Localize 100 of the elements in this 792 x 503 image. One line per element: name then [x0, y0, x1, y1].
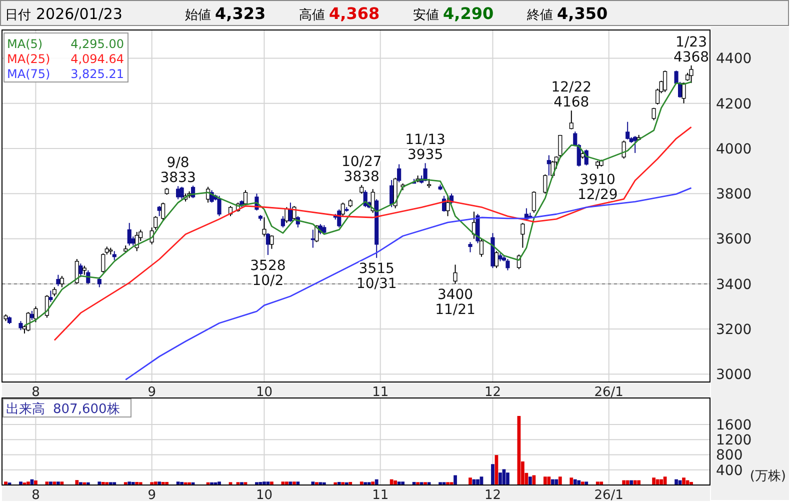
- bar: [105, 482, 109, 485]
- candlestick: [468, 242, 472, 253]
- y-tick-label: 1600: [716, 417, 752, 434]
- candlestick: [479, 238, 484, 258]
- line-series: [124, 187, 692, 380]
- text: MA(75) 3,825.21: [7, 67, 124, 81]
- bar: [506, 472, 510, 485]
- candlestick: [626, 121, 630, 140]
- y-tick-label: 4400: [716, 51, 752, 68]
- candlestick: [284, 206, 289, 224]
- candlestick: [622, 140, 626, 160]
- candlestick: [60, 275, 64, 288]
- bar: [476, 479, 480, 485]
- annotation: 11/13 3935: [405, 132, 446, 164]
- bar: [454, 475, 457, 485]
- x-tick-label: 11: [372, 385, 389, 400]
- candlestick: [243, 190, 248, 206]
- candlestick: [427, 178, 432, 188]
- bar: [374, 479, 378, 485]
- bar: [367, 482, 371, 485]
- bar: [158, 482, 162, 485]
- text: 安値 4,290: [413, 4, 494, 23]
- bar: [98, 482, 102, 485]
- x-tick-label: 12: [484, 385, 502, 400]
- x-tick-label: 26/1: [594, 488, 624, 503]
- text: 高値 4,368: [299, 4, 380, 23]
- annotation: 1/23 4368: [673, 34, 710, 66]
- bar: [394, 480, 398, 485]
- x-tick-label: 8: [32, 385, 40, 400]
- bar: [311, 482, 315, 485]
- bar: [573, 479, 577, 485]
- annotation: 12/22 4168: [551, 80, 592, 111]
- x-tick-label: 9: [148, 385, 156, 400]
- bar: [341, 482, 345, 485]
- bar: [446, 482, 450, 485]
- annotation: 3400 11/21: [435, 286, 476, 318]
- x-tick-label: 8: [32, 488, 40, 503]
- candlestick: [270, 234, 274, 250]
- chart-title: 日付 2026/01/23: [5, 5, 122, 23]
- bar: [390, 479, 394, 485]
- bar: [138, 482, 142, 485]
- annotation: 3528 10/2: [250, 258, 286, 289]
- x-tick-label: 26/1: [594, 385, 624, 400]
- y-tick-label: 4000: [716, 141, 752, 158]
- bar: [652, 478, 656, 485]
- bar: [570, 478, 574, 485]
- y-tick-label: 3600: [716, 232, 752, 248]
- annotation: 3515 10/31: [356, 260, 397, 292]
- candlestick: [453, 264, 458, 284]
- bar: [416, 482, 420, 485]
- bar: [108, 482, 112, 485]
- bar: [468, 478, 472, 485]
- candlestick: [18, 320, 23, 331]
- candlestick: [112, 250, 116, 261]
- y-tick-label: 3200: [716, 322, 752, 338]
- annotation: 3910 12/29: [577, 172, 618, 203]
- annotation: 9/8 3833: [160, 155, 196, 186]
- bar: [270, 482, 274, 485]
- y-tick-label: 800: [716, 448, 743, 464]
- y-tick-label: 3800: [716, 186, 752, 203]
- bar: [596, 482, 600, 485]
- bar: [4, 482, 8, 485]
- y-tick-label: 400: [716, 462, 743, 479]
- x-tick-label: 10: [256, 385, 272, 400]
- candlestick: [322, 224, 326, 235]
- bar: [56, 482, 60, 485]
- bar: [262, 482, 266, 485]
- candlestick: [161, 202, 166, 222]
- bar: [75, 480, 79, 485]
- candlestick: [180, 186, 184, 200]
- bar: [543, 476, 547, 485]
- bar: [498, 472, 502, 485]
- bar: [558, 476, 562, 485]
- text: 始値 4,323: [185, 4, 266, 23]
- bar: [580, 482, 584, 485]
- bar: [78, 482, 82, 485]
- candlestick: [663, 70, 668, 93]
- candlestick: [652, 107, 656, 121]
- line-series: [54, 126, 692, 341]
- bar: [292, 482, 296, 485]
- x-tick-label: 10: [256, 488, 272, 503]
- candlestick: [56, 274, 60, 287]
- bar: [600, 482, 604, 485]
- bar: [34, 480, 38, 485]
- candlestick: [176, 186, 180, 200]
- bar: [547, 476, 551, 485]
- bar: [128, 482, 132, 485]
- x-tick-label: 12: [484, 488, 502, 503]
- bar: [112, 482, 116, 485]
- y-tick-label: 4200: [716, 96, 752, 112]
- bar: [240, 482, 244, 485]
- y-tick-label: 3000: [716, 367, 752, 384]
- candlestick: [682, 82, 686, 104]
- candlestick: [26, 312, 30, 332]
- candlestick: [127, 222, 132, 246]
- y-axis-title: (万株): [750, 469, 786, 484]
- candlestick: [633, 136, 638, 154]
- candlestick: [506, 258, 510, 271]
- bar: [528, 476, 532, 485]
- bar: [584, 482, 588, 485]
